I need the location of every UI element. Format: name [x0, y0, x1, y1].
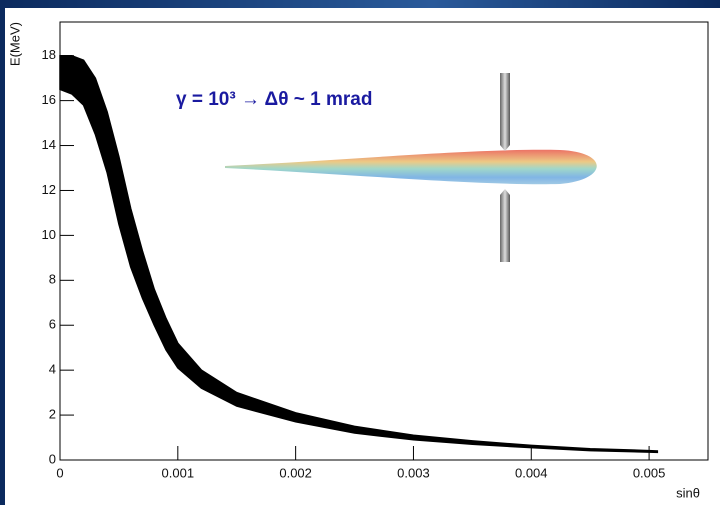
y-tick-label: 8 — [49, 272, 56, 287]
x-tick-label: 0.003 — [397, 465, 430, 480]
y-tick-label: 2 — [49, 407, 56, 422]
x-tick-label: 0.004 — [515, 465, 548, 480]
x-axis-label: sinθ — [676, 485, 700, 500]
y-tick-label: 14 — [42, 137, 56, 152]
energy-band — [59, 54, 659, 454]
x-tick-label: 0.002 — [279, 465, 312, 480]
plot-frame — [59, 21, 709, 461]
y-tick-label: 10 — [42, 227, 56, 242]
y-tick-label: 6 — [49, 317, 56, 332]
y-axis-label: E(MeV) — [7, 22, 22, 66]
y-tick-label: 16 — [42, 92, 56, 107]
plot-background — [5, 8, 720, 505]
y-tick-label: 4 — [49, 362, 56, 377]
x-tick-label: 0.005 — [633, 465, 666, 480]
x-tick-label: 0 — [56, 465, 63, 480]
x-tick-label: 0.001 — [162, 465, 195, 480]
annotation: γ = 10³ → Δθ ~ 1 mrad — [176, 89, 372, 110]
y-tick-label: 12 — [42, 182, 56, 197]
beam-illustration — [225, 73, 597, 262]
y-tick-label: 18 — [42, 47, 56, 62]
y-tick-label: 0 — [49, 451, 56, 466]
